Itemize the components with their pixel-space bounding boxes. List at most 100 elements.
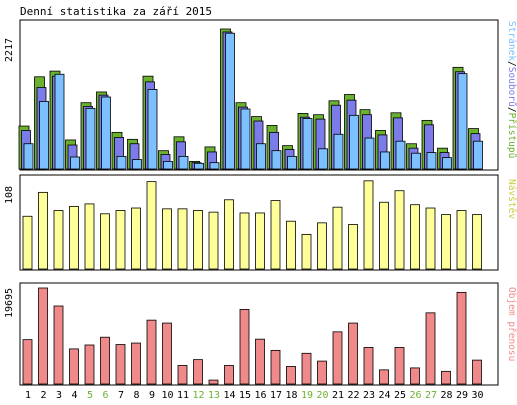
x-tick-label: 20 — [316, 390, 328, 401]
bar-Stránek-18 — [287, 155, 297, 170]
bar-Objem přenosu-8 — [131, 342, 141, 385]
bar-Stránek-3 — [54, 73, 65, 170]
x-tick-label: 30 — [471, 390, 483, 401]
bar-Návštěv-12 — [193, 210, 203, 270]
x-tick-label: 25 — [394, 390, 406, 401]
x-tick-label: 21 — [332, 390, 344, 401]
bar-Stránek-15 — [240, 108, 251, 170]
bar-Objem přenosu-25 — [394, 347, 405, 385]
bar-Návštěv-15 — [239, 212, 250, 270]
bar-Objem přenosu-5 — [84, 344, 95, 385]
bar-Návštěv-9 — [146, 181, 157, 270]
legend-entry: Souborů — [506, 67, 517, 107]
x-tick-label: 6 — [102, 390, 108, 401]
x-tick-label: 3 — [56, 390, 62, 401]
x-tick-label: 7 — [118, 390, 124, 401]
bar-Návštěv-1 — [22, 215, 33, 270]
x-tick-label: 1 — [25, 390, 31, 401]
chart-title: Denní statistika za září 2015 — [20, 5, 212, 18]
bar-Stránek-6 — [101, 96, 111, 170]
x-tick-label: 26 — [409, 390, 421, 401]
bar-Návštěv-25 — [394, 190, 405, 270]
x-tick-label: 29 — [456, 390, 468, 401]
legend-entry: / — [506, 61, 517, 67]
bar-Objem přenosu-20 — [317, 360, 327, 385]
x-tick-label: 9 — [149, 390, 155, 401]
bar-Objem přenosu-23 — [363, 347, 374, 385]
x-tick-label: 8 — [133, 390, 139, 401]
bar-Objem přenosu-12 — [193, 359, 203, 385]
legend-2: Návštěv — [506, 179, 517, 219]
bar-Objem přenosu-22 — [348, 322, 358, 385]
bar-Návštěv-18 — [286, 220, 296, 270]
bar-Návštěv-29 — [456, 210, 467, 270]
x-tick-label: 17 — [270, 390, 282, 401]
bar-Stránek-29 — [457, 73, 468, 170]
bar-Objem přenosu-17 — [270, 349, 281, 385]
bar-Návštěv-6 — [100, 213, 110, 270]
bar-Objem přenosu-28 — [441, 370, 451, 385]
bar-Návštěv-24 — [379, 201, 389, 270]
x-tick-label: 16 — [254, 390, 266, 401]
bar-Návštěv-3 — [53, 210, 64, 270]
bar-Stránek-17 — [271, 150, 282, 170]
bar-Návštěv-11 — [177, 208, 188, 270]
bar-Návštěv-13 — [208, 211, 219, 270]
bar-Objem přenosu-11 — [177, 365, 188, 385]
bar-Stránek-8 — [132, 159, 142, 170]
bar-Objem přenosu-29 — [456, 291, 467, 385]
bar-Návštěv-14 — [224, 199, 234, 270]
x-tick-label: 18 — [285, 390, 297, 401]
bar-Stránek-21 — [333, 133, 344, 170]
bar-Návštěv-28 — [441, 214, 451, 270]
x-tick-label: 23 — [363, 390, 375, 401]
x-tick-label: 10 — [161, 390, 173, 401]
bar-Návštěv-19 — [301, 233, 312, 270]
bar-Objem přenosu-30 — [472, 359, 482, 385]
bar-Stránek-7 — [116, 155, 127, 170]
bar-Stránek-4 — [70, 156, 80, 170]
bar-Objem přenosu-10 — [162, 322, 172, 385]
bar-Stránek-30 — [473, 140, 483, 170]
bar-Objem přenosu-16 — [255, 338, 265, 385]
bar-Stránek-9 — [147, 89, 158, 170]
bar-Návštěv-17 — [270, 200, 281, 270]
bar-Návštěv-2 — [38, 191, 48, 270]
bar-Návštěv-5 — [84, 203, 95, 270]
y-max-label-2: 108 — [4, 186, 15, 204]
bar-Návštěv-20 — [317, 222, 327, 270]
bar-Stránek-25 — [395, 140, 406, 170]
bar-Stránek-16 — [256, 143, 266, 170]
y-max-label-3: 19695 — [4, 288, 15, 318]
x-tick-label: 24 — [378, 390, 390, 401]
bar-Stránek-13 — [209, 162, 220, 170]
legend-entry: / — [506, 107, 517, 113]
bar-Objem přenosu-21 — [332, 331, 343, 385]
bar-Stránek-19 — [302, 118, 313, 170]
bar-Návštěv-8 — [131, 207, 141, 270]
bar-Objem přenosu-19 — [301, 352, 312, 385]
bar-Stránek-11 — [178, 155, 189, 170]
x-tick-label: 11 — [177, 390, 189, 401]
x-tick-label: 28 — [440, 390, 452, 401]
bar-Stránek-10 — [163, 161, 173, 170]
bar-Objem přenosu-27 — [425, 312, 436, 385]
bar-Stránek-20 — [318, 148, 328, 170]
x-tick-label: 4 — [71, 390, 77, 401]
bar-Stránek-28 — [442, 157, 452, 170]
bar-Návštěv-23 — [363, 180, 374, 270]
bar-Návštěv-7 — [115, 210, 126, 270]
bar-Objem přenosu-6 — [100, 336, 110, 385]
bar-Objem přenosu-7 — [115, 344, 126, 385]
legend-3: Objem přenosu — [506, 287, 517, 361]
x-tick-label: 27 — [425, 390, 437, 401]
bar-Návštěv-22 — [348, 224, 358, 270]
legend-entry: Přístupů — [506, 113, 517, 159]
bar-Objem přenosu-4 — [69, 348, 79, 385]
x-tick-label: 22 — [347, 390, 359, 401]
x-tick-label: 14 — [223, 390, 235, 401]
bar-Stránek-27 — [426, 152, 437, 170]
x-tick-label: 19 — [301, 390, 313, 401]
bar-Stránek-2 — [39, 101, 49, 170]
